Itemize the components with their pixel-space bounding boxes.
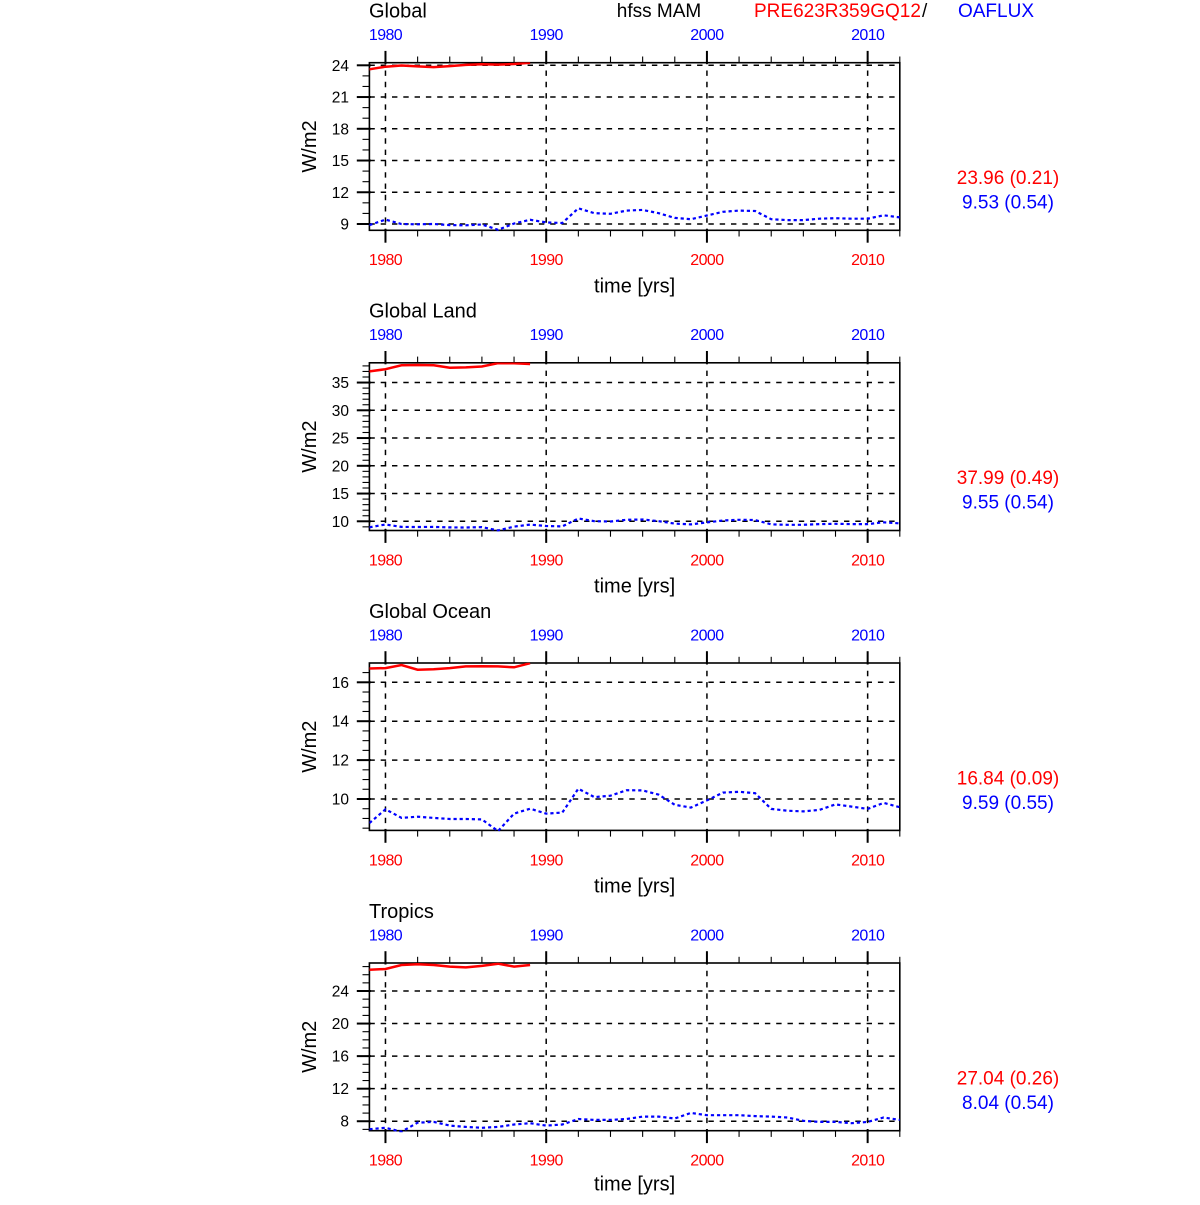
svg-text:2000: 2000 (690, 1153, 724, 1170)
svg-text:14: 14 (332, 714, 350, 731)
svg-text:23.96 (0.21): 23.96 (0.21) (957, 168, 1059, 189)
svg-text:9: 9 (340, 217, 349, 234)
svg-text:21: 21 (332, 90, 349, 107)
svg-text:2000: 2000 (690, 627, 724, 644)
svg-text:25: 25 (332, 431, 349, 448)
svg-text:W/m2: W/m2 (299, 1021, 321, 1073)
svg-text:1980: 1980 (369, 927, 403, 944)
svg-text:30: 30 (332, 403, 350, 420)
svg-text:2000: 2000 (690, 552, 724, 569)
svg-text:time [yrs]: time [yrs] (594, 1174, 675, 1196)
svg-text:time [yrs]: time [yrs] (594, 276, 675, 298)
svg-text:16: 16 (332, 675, 349, 692)
svg-text:W/m2: W/m2 (299, 420, 321, 472)
svg-text:20: 20 (332, 1016, 350, 1033)
svg-text:OAFLUX: OAFLUX (958, 1, 1034, 22)
svg-text:8.04 (0.54): 8.04 (0.54) (962, 1093, 1054, 1114)
svg-text:1990: 1990 (530, 1153, 564, 1170)
svg-text:8: 8 (340, 1114, 349, 1131)
svg-text:2000: 2000 (690, 852, 724, 869)
svg-text:1990: 1990 (530, 927, 564, 944)
svg-text:24: 24 (332, 984, 350, 1001)
svg-text:1990: 1990 (530, 252, 564, 269)
svg-text:27.04 (0.26): 27.04 (0.26) (957, 1068, 1059, 1089)
svg-text:1980: 1980 (369, 1153, 403, 1170)
svg-text:2010: 2010 (851, 927, 885, 944)
svg-text:hfss MAM: hfss MAM (617, 1, 701, 22)
svg-text:12: 12 (332, 753, 349, 770)
svg-text:12: 12 (332, 1081, 349, 1098)
svg-text:1980: 1980 (369, 252, 403, 269)
svg-text:Global Ocean: Global Ocean (369, 601, 491, 623)
svg-text:2000: 2000 (690, 252, 724, 269)
svg-text:2010: 2010 (851, 627, 885, 644)
svg-text:2010: 2010 (851, 1153, 885, 1170)
svg-text:10: 10 (332, 514, 350, 531)
svg-text:12: 12 (332, 185, 349, 202)
svg-text:W/m2: W/m2 (299, 721, 321, 773)
svg-text:2010: 2010 (851, 852, 885, 869)
svg-text:Global Land: Global Land (369, 301, 477, 323)
svg-text:18: 18 (332, 121, 349, 138)
svg-text:1990: 1990 (530, 627, 564, 644)
svg-text:9.55 (0.54): 9.55 (0.54) (962, 493, 1054, 514)
svg-text:W/m2: W/m2 (299, 120, 321, 172)
svg-text:1990: 1990 (530, 327, 564, 344)
svg-text:1980: 1980 (369, 327, 403, 344)
svg-text:2010: 2010 (851, 552, 885, 569)
svg-text:1980: 1980 (369, 852, 403, 869)
svg-text:2000: 2000 (690, 27, 724, 44)
svg-text:PRE623R359GQ12: PRE623R359GQ12 (754, 1, 921, 22)
svg-text:Global: Global (369, 1, 427, 23)
svg-text:1980: 1980 (369, 627, 403, 644)
svg-text:1990: 1990 (530, 27, 564, 44)
svg-text:2010: 2010 (851, 252, 885, 269)
svg-text:37.99 (0.49): 37.99 (0.49) (957, 468, 1059, 489)
svg-text:2010: 2010 (851, 327, 885, 344)
svg-text:1990: 1990 (530, 852, 564, 869)
svg-text:2010: 2010 (851, 27, 885, 44)
svg-text:2000: 2000 (690, 327, 724, 344)
svg-text:1980: 1980 (369, 552, 403, 569)
svg-text:16: 16 (332, 1049, 349, 1066)
svg-text:Tropics: Tropics (369, 901, 434, 923)
svg-text:9.59 (0.55): 9.59 (0.55) (962, 793, 1054, 814)
svg-text:/: / (922, 1, 928, 22)
svg-text:16.84 (0.09): 16.84 (0.09) (957, 768, 1059, 789)
svg-text:1990: 1990 (530, 552, 564, 569)
svg-text:15: 15 (332, 153, 349, 170)
svg-text:time [yrs]: time [yrs] (594, 576, 675, 598)
svg-text:20: 20 (332, 458, 350, 475)
svg-text:24: 24 (332, 58, 350, 75)
svg-text:9.53 (0.54): 9.53 (0.54) (962, 193, 1054, 214)
svg-text:2000: 2000 (690, 927, 724, 944)
svg-text:35: 35 (332, 375, 349, 392)
svg-text:15: 15 (332, 486, 349, 503)
svg-text:10: 10 (332, 792, 350, 809)
svg-text:time [yrs]: time [yrs] (594, 876, 675, 898)
svg-text:1980: 1980 (369, 27, 403, 44)
